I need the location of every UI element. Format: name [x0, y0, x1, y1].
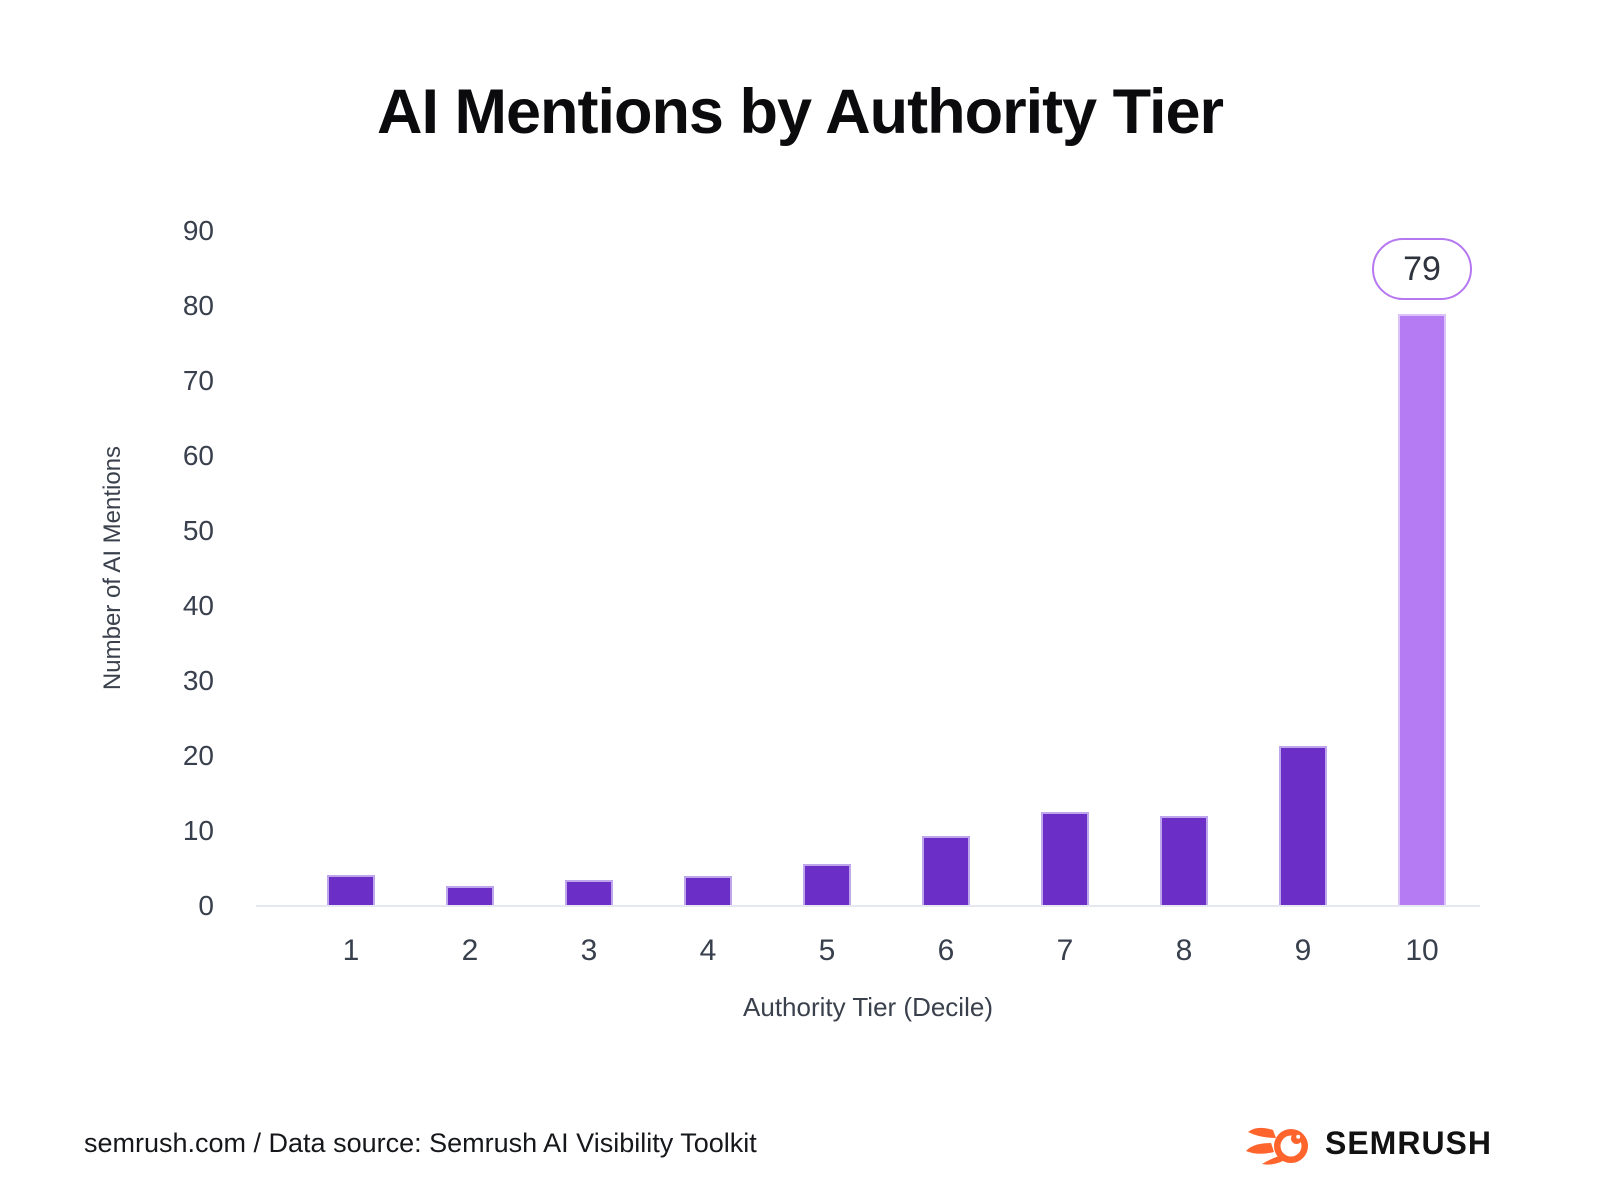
x-tick-label: 5 — [818, 934, 836, 967]
value-callout-pill: 79 — [1372, 238, 1472, 300]
y-tick-label: 20 — [182, 740, 214, 771]
y-tick-label: 70 — [182, 365, 214, 396]
y-tick-label: 90 — [182, 215, 214, 246]
source-attribution: semrush.com / Data source: Semrush AI Vi… — [84, 1127, 757, 1158]
x-tick-label: 8 — [1175, 934, 1193, 967]
y-tick-label: 10 — [182, 815, 214, 846]
x-tick-label: 7 — [1056, 934, 1074, 967]
semrush-logo: SEMRUSH — [1243, 1118, 1492, 1168]
x-tick-label: 4 — [699, 934, 717, 967]
bar — [1279, 746, 1327, 906]
y-tick-label: 30 — [182, 665, 214, 696]
x-tick-label: 9 — [1294, 934, 1312, 967]
bar — [922, 835, 970, 906]
x-axis-title: Authority Tier (Decile) — [743, 992, 993, 1022]
y-axis-title: Number of AI Mentions — [99, 445, 126, 691]
y-tick-label: 50 — [182, 515, 214, 546]
footer: semrush.com / Data source: Semrush AI Vi… — [84, 1110, 1492, 1176]
x-tick-label: 2 — [461, 934, 479, 967]
bar — [446, 885, 494, 906]
bar — [327, 874, 375, 906]
bar — [1160, 816, 1208, 906]
chart-title: AI Mentions by Authority Tier — [376, 77, 1224, 147]
y-tick-label: 40 — [182, 590, 214, 621]
y-tick-label: 80 — [182, 290, 214, 321]
bar — [803, 864, 851, 906]
bar — [565, 879, 613, 906]
x-tick-label: 6 — [937, 934, 955, 967]
y-tick-label: 0 — [198, 890, 214, 921]
bar — [1041, 812, 1089, 906]
x-tick-label: 10 — [1405, 934, 1439, 967]
highlight-bar — [1398, 313, 1446, 906]
value-callout-text: 79 — [1403, 249, 1441, 288]
x-axis-baseline — [256, 905, 1480, 907]
y-tick-label: 60 — [182, 440, 214, 471]
semrush-comet-icon — [1245, 1127, 1308, 1165]
x-tick-label: 1 — [342, 934, 360, 967]
bar — [684, 876, 732, 906]
x-tick-label: 3 — [580, 934, 598, 967]
semrush-wordmark: SEMRUSH — [1324, 1124, 1492, 1161]
